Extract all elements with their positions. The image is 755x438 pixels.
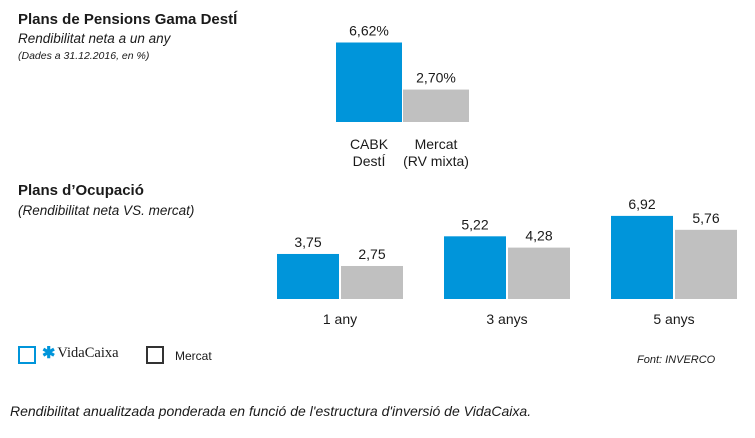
legend-swatch-mercat bbox=[146, 346, 164, 364]
caixa-star-icon: ✱ bbox=[42, 344, 56, 362]
vidacaixa-logo: ✱ VidaCaixa bbox=[42, 345, 119, 362]
vidacaixa-logo-text: VidaCaixa bbox=[57, 345, 119, 361]
chart2-data-label-0-0: 3,75 bbox=[294, 234, 321, 250]
chart2-data-label-1-0: 5,22 bbox=[461, 216, 488, 232]
chart2-title: Plans d’Ocupació bbox=[18, 182, 144, 199]
chart1-bar-1 bbox=[403, 89, 469, 122]
chart1-data-label-0: 6,62% bbox=[349, 23, 389, 39]
chart2-bar-2-0 bbox=[611, 215, 673, 299]
legend-label-mercat: Mercat bbox=[175, 349, 212, 363]
chart2-bar-2-1 bbox=[675, 229, 737, 299]
chart2-data-label-2-0: 6,92 bbox=[628, 196, 655, 212]
caption: Rendibilitat anualitzada ponderada en fu… bbox=[10, 403, 532, 419]
chart2-category-label-2: 5 anys bbox=[653, 311, 694, 327]
chart2-data-label-0-1: 2,75 bbox=[358, 246, 385, 262]
chart1-bar-0 bbox=[336, 42, 402, 122]
source-note: Font: INVERCO bbox=[637, 354, 716, 366]
chart1-category-label-0-1: DestÍ bbox=[353, 153, 386, 169]
chart1-subtitle: Rendibilitat neta a un any bbox=[18, 31, 171, 46]
chart1-date-note: (Dades a 31.12.2016, en %) bbox=[18, 50, 150, 62]
chart2-bar-0-0 bbox=[277, 253, 339, 299]
chart2-bar-1-0 bbox=[444, 236, 506, 299]
chart1-data-label-1: 2,70% bbox=[416, 70, 456, 86]
chart1-category-label-1-1: (RV mixta) bbox=[403, 153, 469, 169]
chart2-category-label-1: 3 anys bbox=[486, 311, 527, 327]
chart2-subtitle: (Rendibilitat neta VS. mercat) bbox=[18, 203, 195, 218]
chart2-data-label-2-1: 5,76 bbox=[692, 210, 719, 226]
chart1-category-label-0-0: CABK bbox=[350, 136, 389, 152]
chart2-bar-1-1 bbox=[508, 247, 570, 299]
chart1-title: Plans de Pensions Gama DestÍ bbox=[18, 11, 238, 28]
chart2-category-label-0: 1 any bbox=[323, 311, 357, 327]
chart2-data-label-1-1: 4,28 bbox=[525, 228, 552, 244]
legend-swatch-vidacaixa bbox=[18, 346, 36, 364]
chart1-category-label-1-0: Mercat bbox=[415, 136, 458, 152]
chart2-bar-0-1 bbox=[341, 265, 403, 299]
